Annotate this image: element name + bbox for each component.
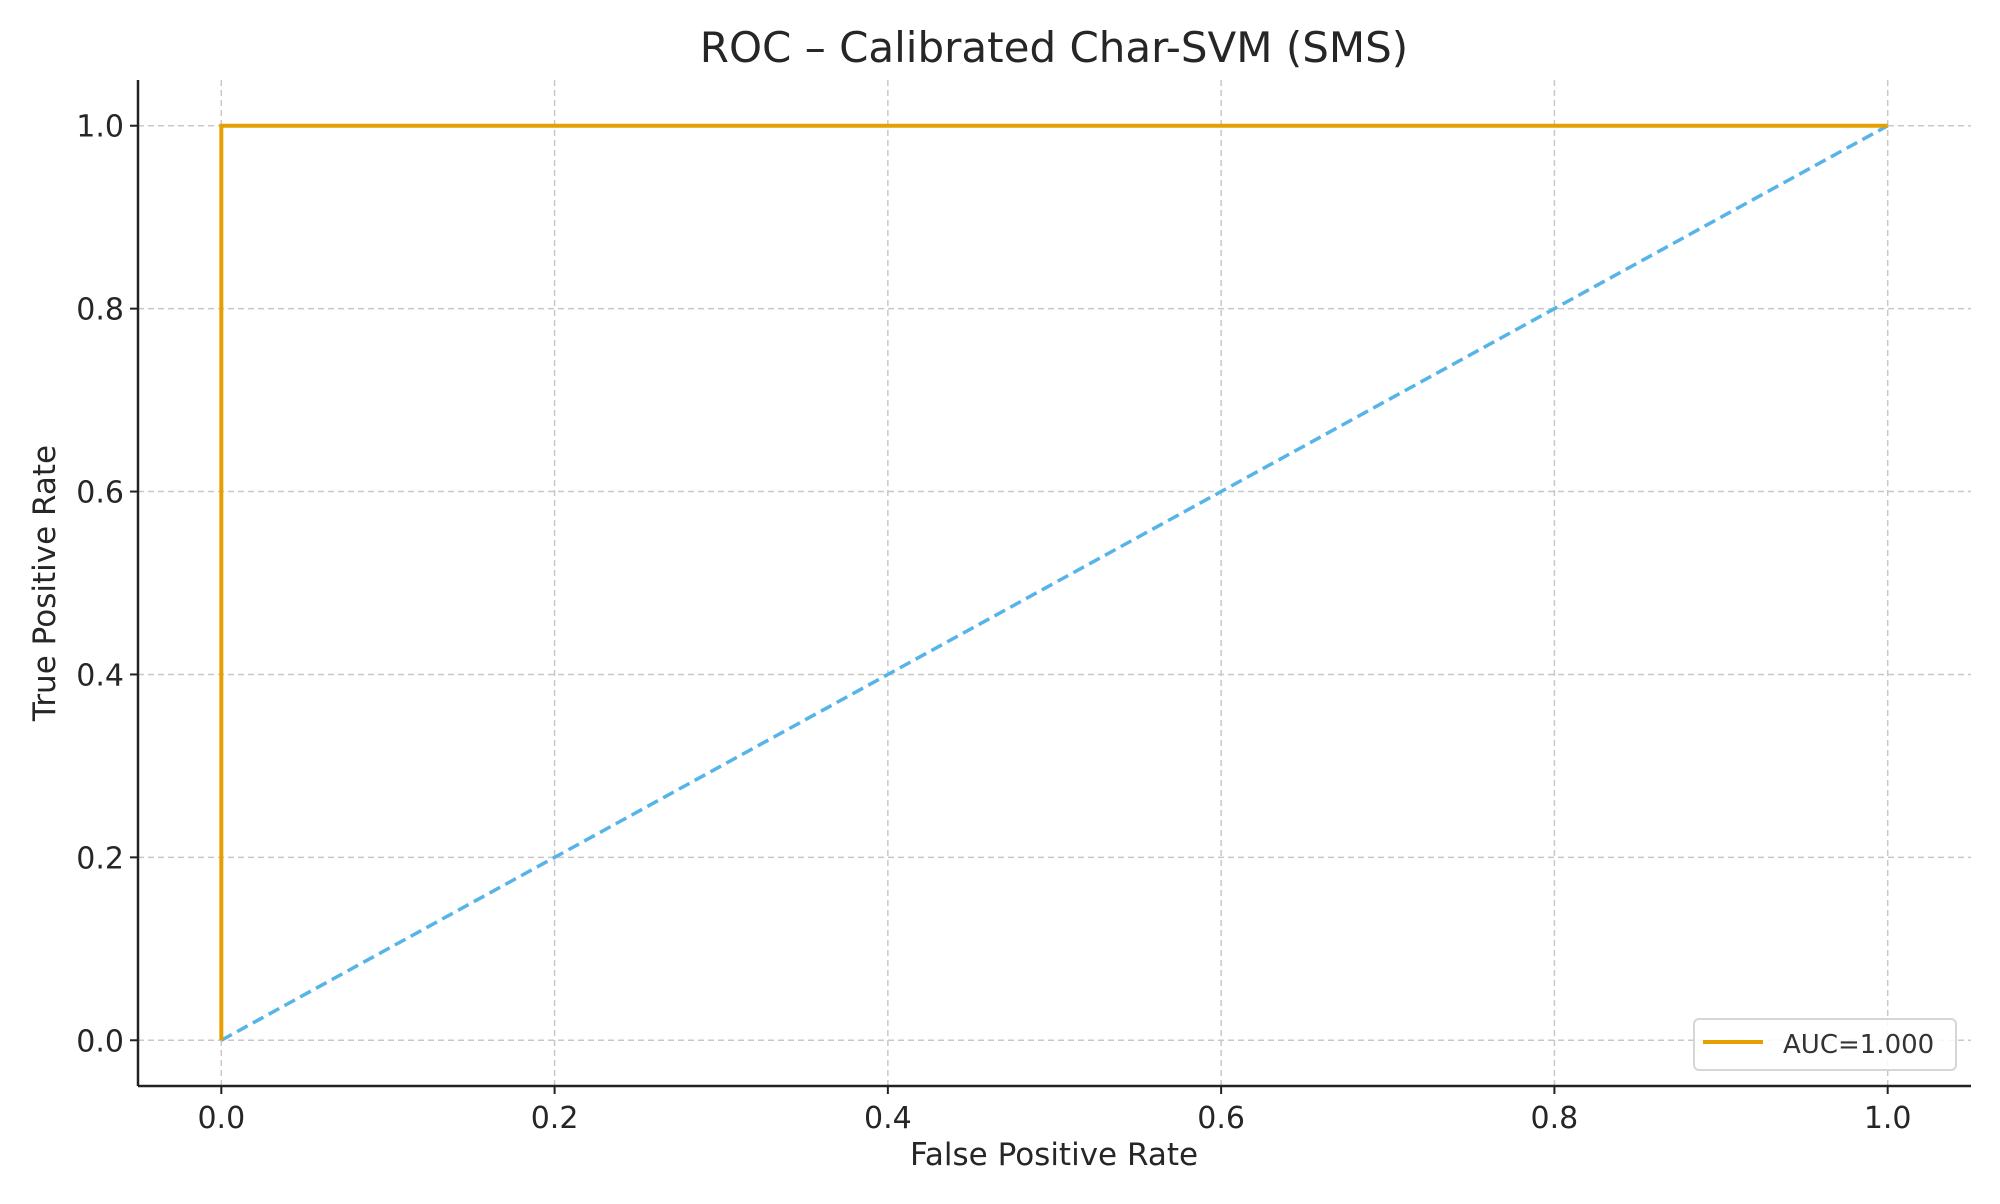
roc-curve [219, 123, 1888, 1041]
axes [136, 80, 1971, 1088]
x-tick-label: 0.2 [531, 1101, 579, 1136]
x-tick-label: 0.6 [1197, 1101, 1245, 1136]
x-tick-label: 0.0 [197, 1101, 245, 1136]
y-tick-label: 0.0 [76, 1024, 124, 1059]
x-tick-label: 1.0 [1864, 1101, 1912, 1136]
y-tick-label: 0.4 [76, 658, 124, 693]
legend-label-auc: AUC=1.000 [1783, 1030, 1934, 1060]
x-axis-label: False Positive Rate [910, 1137, 1198, 1173]
y-tick-label: 0.6 [76, 476, 124, 511]
series-group [219, 123, 1889, 1042]
y-tick-label: 0.2 [76, 841, 124, 876]
chart-title: ROC – Calibrated Char-SVM (SMS) [700, 23, 1408, 72]
ticks: 0.0 0.2 0.4 0.6 0.8 1.0 0.0 0.2 0.4 0.6 0.8 1.0 [76, 110, 1911, 1136]
x-tick-label: 0.4 [864, 1101, 912, 1136]
y-tick-label: 0.8 [76, 293, 124, 328]
y-axis-label: True Positive Rate [27, 445, 63, 722]
legend-box [1693, 1018, 1957, 1071]
legend: AUC=1.000 [1693, 1018, 1957, 1071]
chance-line [220, 124, 1889, 1042]
x-tick-label: 0.8 [1531, 1101, 1579, 1136]
y-tick-label: 1.0 [76, 110, 124, 145]
